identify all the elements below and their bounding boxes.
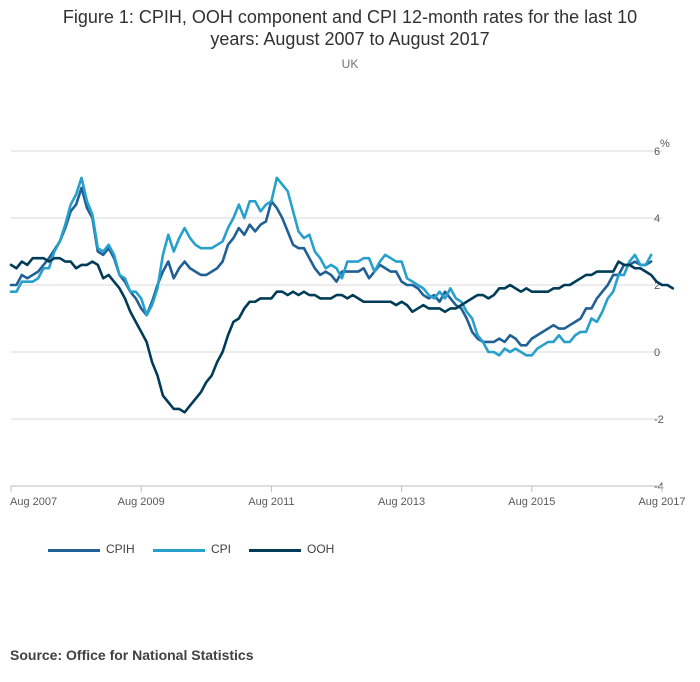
- x-tick-label: Aug 2017: [638, 496, 685, 508]
- legend-swatch-cpi: [153, 549, 205, 552]
- x-tick-label: Aug 2011: [248, 496, 294, 508]
- legend-swatch-cpih: [48, 549, 100, 552]
- legend-label-cpi: CPI: [211, 542, 232, 556]
- chart-title: Figure 1: CPIH, OOH component and CPI 12…: [0, 6, 700, 50]
- legend-label-ooh: OOH: [307, 542, 335, 556]
- y-tick-label: -4: [654, 481, 664, 493]
- chart-title-line-1: Figure 1: CPIH, OOH component and CPI 12…: [62, 7, 638, 27]
- y-tick-label: 4: [654, 213, 660, 225]
- series-line-ooh: [9, 256, 675, 414]
- y-axis-label: %: [660, 138, 670, 150]
- source-note: Source: Office for National Statistics: [10, 647, 254, 663]
- y-tick-label: -2: [654, 414, 664, 426]
- chart-subtitle: UK: [341, 57, 359, 71]
- x-tick-label: Aug 2007: [10, 496, 57, 508]
- x-tick-label: Aug 2015: [508, 496, 555, 508]
- series-line-cpi: [9, 176, 653, 357]
- x-tick-label: Aug 2009: [118, 496, 165, 508]
- legend-label-cpih: CPIH: [106, 542, 135, 556]
- chart-title-line-2: years: August 2007 to August 2017: [210, 29, 490, 49]
- x-tick-label: Aug 2013: [378, 496, 425, 508]
- series-line-cpih: [9, 186, 653, 347]
- legend-swatch-ooh: [249, 549, 301, 552]
- y-tick-label: 2: [654, 280, 660, 292]
- y-tick-label: 6: [654, 146, 660, 158]
- y-tick-label: 0: [654, 347, 660, 359]
